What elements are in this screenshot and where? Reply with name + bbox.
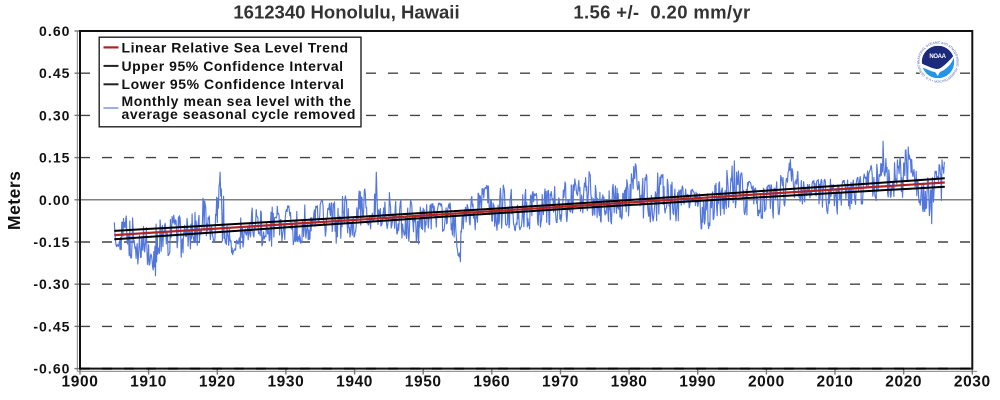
svg-text:0.60: 0.60: [39, 23, 70, 39]
svg-text:1930: 1930: [267, 374, 304, 391]
svg-text:Lower 95% Confidence Interval: Lower 95% Confidence Interval: [122, 76, 345, 92]
svg-text:1612340 Honolulu, Hawaii: 1612340 Honolulu, Hawaii: [233, 2, 459, 23]
svg-text:Upper 95% Confidence Interval: Upper 95% Confidence Interval: [122, 58, 344, 74]
svg-text:0.45: 0.45: [39, 65, 70, 81]
svg-text:2030: 2030: [954, 374, 991, 391]
svg-text:2010: 2010: [817, 374, 854, 391]
svg-text:1970: 1970: [542, 374, 579, 391]
svg-text:-0.45: -0.45: [33, 318, 70, 334]
svg-text:1900: 1900: [62, 374, 99, 391]
svg-text:1960: 1960: [473, 374, 510, 391]
svg-text:1990: 1990: [679, 374, 716, 391]
svg-text:2000: 2000: [748, 374, 785, 391]
svg-text:Monthly mean sea level with th: Monthly mean sea level with the: [122, 93, 352, 109]
svg-text:1980: 1980: [611, 374, 648, 391]
svg-text:Meters: Meters: [4, 171, 24, 230]
svg-text:0.00: 0.00: [39, 192, 70, 208]
svg-text:1910: 1910: [130, 374, 167, 391]
svg-text:NOAA: NOAA: [929, 54, 946, 60]
svg-text:-0.30: -0.30: [33, 276, 70, 292]
svg-text:average seasonal cycle removed: average seasonal cycle removed: [122, 106, 356, 122]
svg-text:0.30: 0.30: [39, 107, 70, 123]
svg-text:Linear Relative Sea Level Tren: Linear Relative Sea Level Trend: [122, 39, 349, 55]
svg-text:0.15: 0.15: [39, 150, 70, 166]
svg-text:2020: 2020: [885, 374, 922, 391]
svg-text:1920: 1920: [199, 374, 236, 391]
svg-text:1.56 +/- 0.20 mm/yr: 1.56 +/- 0.20 mm/yr: [573, 2, 750, 23]
svg-text:1940: 1940: [336, 374, 373, 391]
svg-text:-0.15: -0.15: [33, 234, 70, 250]
svg-text:1950: 1950: [405, 374, 442, 391]
svg-text:-0.60: -0.60: [33, 361, 70, 377]
